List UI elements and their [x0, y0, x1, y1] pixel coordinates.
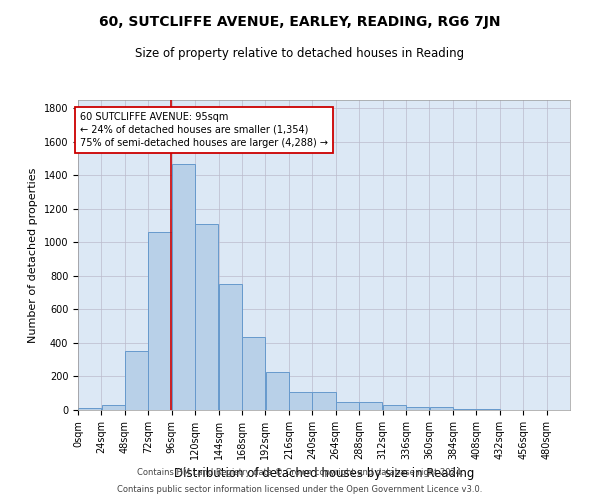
Bar: [266, 372, 289, 410]
Bar: [125, 350, 148, 410]
Bar: [172, 164, 195, 410]
Bar: [219, 284, 242, 410]
Bar: [430, 406, 453, 410]
Bar: [336, 402, 359, 410]
Bar: [359, 402, 382, 410]
Bar: [453, 409, 476, 410]
Bar: [195, 224, 218, 410]
Text: Contains public sector information licensed under the Open Government Licence v3: Contains public sector information licen…: [118, 484, 482, 494]
Text: 60, SUTCLIFFE AVENUE, EARLEY, READING, RG6 7JN: 60, SUTCLIFFE AVENUE, EARLEY, READING, R…: [99, 15, 501, 29]
Bar: [148, 232, 172, 410]
Bar: [406, 406, 429, 410]
Bar: [313, 392, 335, 410]
Text: Contains HM Land Registry data © Crown copyright and database right 2024.: Contains HM Land Registry data © Crown c…: [137, 468, 463, 477]
Bar: [383, 405, 406, 410]
Bar: [101, 405, 125, 410]
Bar: [242, 337, 265, 410]
Text: Size of property relative to detached houses in Reading: Size of property relative to detached ho…: [136, 48, 464, 60]
Text: 60 SUTCLIFFE AVENUE: 95sqm
← 24% of detached houses are smaller (1,354)
75% of s: 60 SUTCLIFFE AVENUE: 95sqm ← 24% of deta…: [80, 112, 328, 148]
X-axis label: Distribution of detached houses by size in Reading: Distribution of detached houses by size …: [174, 468, 474, 480]
Y-axis label: Number of detached properties: Number of detached properties: [28, 168, 38, 342]
Bar: [78, 408, 101, 410]
Bar: [289, 392, 312, 410]
